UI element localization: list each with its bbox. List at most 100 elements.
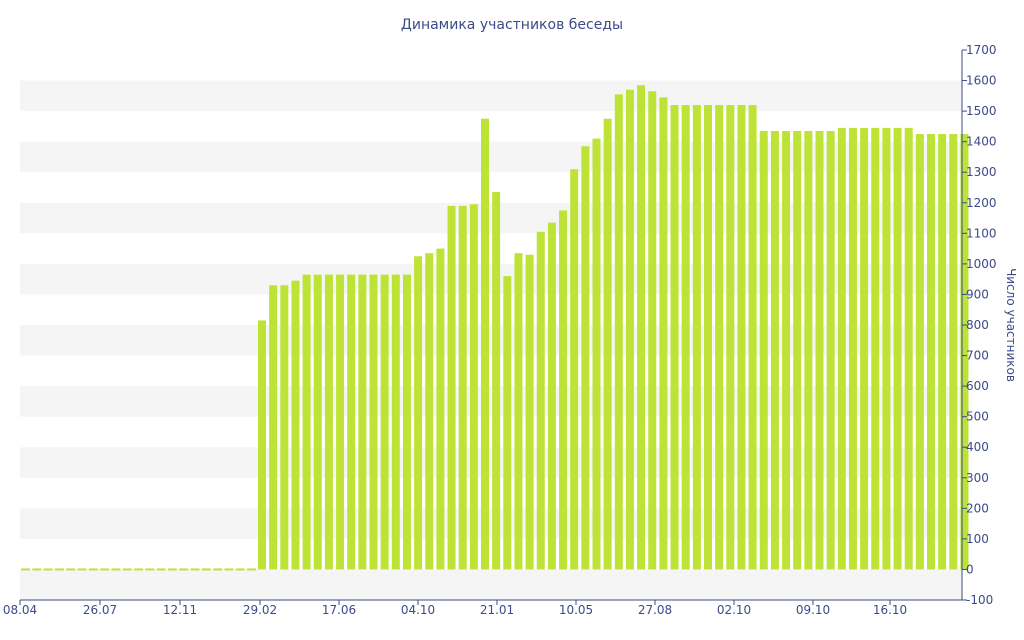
bar	[748, 105, 757, 570]
bar	[759, 130, 768, 570]
bar	[670, 105, 679, 570]
bar	[603, 118, 612, 570]
bar	[581, 146, 590, 570]
grid-band	[20, 80, 962, 112]
x-tick-label: 27.08	[638, 603, 672, 617]
bar	[43, 568, 53, 571]
bar	[815, 130, 824, 570]
bar	[391, 274, 400, 570]
y-tick-label: 1600	[966, 74, 997, 88]
y-tick-label: 600	[966, 379, 989, 393]
bar	[425, 253, 434, 570]
bar	[559, 210, 568, 570]
y-tick-label: 1200	[966, 196, 997, 210]
bar	[481, 118, 489, 570]
bar	[21, 568, 30, 571]
bar	[324, 274, 333, 570]
bar	[167, 568, 177, 571]
y-tick-label: 700	[966, 349, 989, 363]
y-tick-label: 800	[966, 318, 989, 332]
bar	[224, 568, 234, 571]
bar	[837, 127, 846, 570]
bar	[726, 105, 735, 570]
bar	[134, 568, 143, 571]
bar	[804, 130, 813, 570]
bar	[291, 280, 300, 570]
bar	[156, 568, 166, 571]
bar	[893, 127, 902, 570]
bar	[949, 134, 958, 570]
bar	[960, 134, 969, 570]
bars	[21, 85, 969, 571]
bar	[882, 127, 891, 570]
bar	[715, 105, 724, 570]
y-tick-label: 1400	[966, 135, 997, 149]
x-tick-label: 16.10	[873, 603, 907, 617]
bar	[66, 568, 76, 571]
bar	[77, 568, 87, 571]
bar	[570, 169, 579, 570]
bar	[915, 134, 924, 570]
bar	[190, 568, 200, 571]
bar	[848, 127, 857, 570]
bar	[313, 274, 322, 570]
bar	[122, 568, 132, 571]
x-tick-label: 04.10	[401, 603, 435, 617]
x-tick-labels: 08.04 26.07 12.11 29.02 17.06 04.10 21.01 10.05…	[3, 603, 907, 617]
bar	[88, 568, 98, 571]
bar	[179, 568, 189, 571]
bar	[492, 192, 501, 570]
x-tick-label: 02.10	[717, 603, 751, 617]
bar	[871, 127, 880, 570]
y-tick-label: 1700	[966, 43, 997, 57]
bar	[414, 256, 423, 570]
y-tick-label: 400	[966, 440, 989, 454]
bar	[737, 105, 746, 570]
chart-title: Динамика участников беседы	[401, 17, 623, 33]
bar	[269, 285, 278, 570]
y-tick-label: 200	[966, 501, 989, 515]
bar	[100, 568, 110, 571]
bar	[782, 130, 791, 570]
bar	[145, 568, 155, 571]
bar	[938, 134, 947, 570]
bar	[235, 568, 245, 571]
x-tick-label: 09.10	[796, 603, 830, 617]
bar	[213, 568, 223, 571]
x-tick-label: 21.01	[480, 603, 514, 617]
y-tick-label: 100	[966, 532, 989, 546]
bar	[514, 253, 523, 570]
bar	[258, 320, 266, 570]
bar	[681, 105, 690, 570]
y-tick-label: 1300	[966, 165, 997, 179]
y-tick-label: 0	[966, 562, 974, 576]
x-tick-label: 08.04	[3, 603, 37, 617]
y-tick-labels: -100 0 100 200 300 400 500 600 700 800 900 1000 1100…	[966, 43, 997, 607]
bar	[525, 254, 534, 570]
y-axis-label: Число участников	[1004, 268, 1018, 382]
bar	[201, 568, 211, 571]
bar	[302, 274, 311, 570]
grid-band	[20, 569, 962, 600]
y-tick-label: 500	[966, 410, 989, 424]
x-tick-label: 12.11	[163, 603, 197, 617]
bar	[503, 276, 512, 570]
bar	[402, 274, 411, 570]
bar	[547, 222, 556, 570]
y-tick-label: 1500	[966, 104, 997, 118]
bar	[860, 127, 869, 570]
bar	[826, 130, 835, 570]
bar	[358, 274, 367, 570]
x-tick-label: 17.06	[322, 603, 356, 617]
bar	[625, 89, 634, 570]
y-tick-label: 1000	[966, 257, 997, 271]
bar	[111, 568, 121, 571]
x-tick-label: 26.07	[83, 603, 117, 617]
bar	[659, 97, 668, 570]
x-tick-label: 29.02	[243, 603, 277, 617]
bar	[692, 105, 701, 570]
bar	[469, 204, 478, 570]
bar	[770, 130, 779, 570]
y-tick-label: 300	[966, 471, 989, 485]
